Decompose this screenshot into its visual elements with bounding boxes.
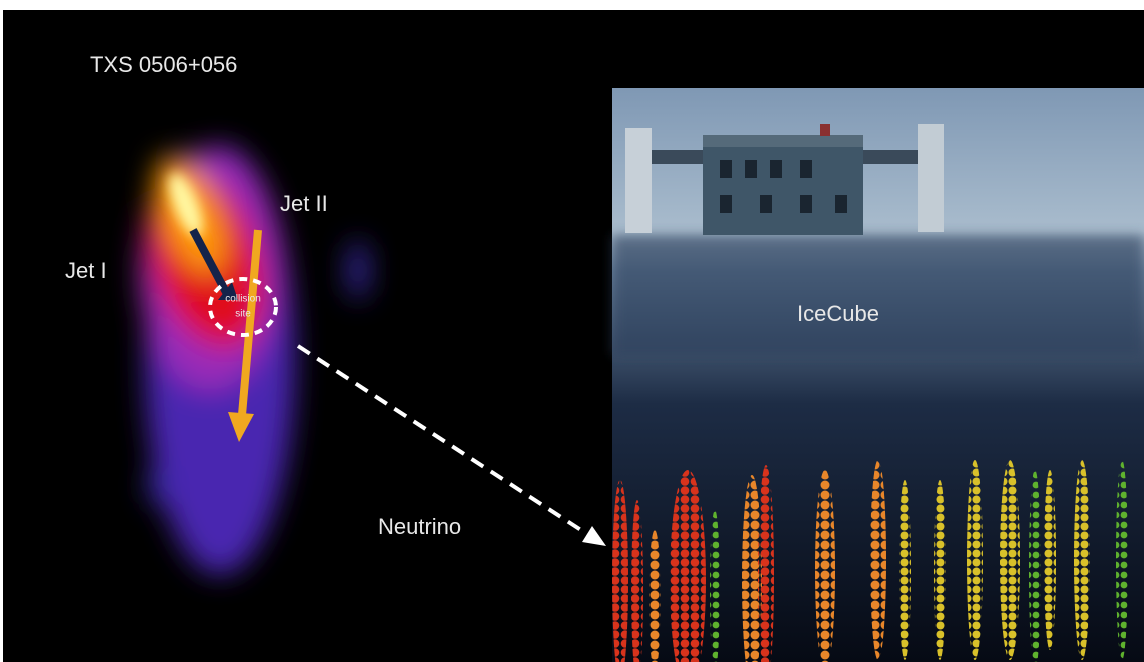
neutrino-label: Neutrino: [378, 514, 461, 539]
collision-label: site: [235, 309, 251, 320]
source-title: TXS 0506+056: [90, 52, 237, 77]
collision-label: collision: [225, 294, 261, 305]
figure: TXS 0506+056 Jet II Jet I collision site…: [0, 0, 1144, 662]
jet-2-label: Jet II: [280, 191, 328, 216]
jet-1-label: Jet I: [65, 258, 107, 283]
detector-label: IceCube: [797, 301, 879, 326]
